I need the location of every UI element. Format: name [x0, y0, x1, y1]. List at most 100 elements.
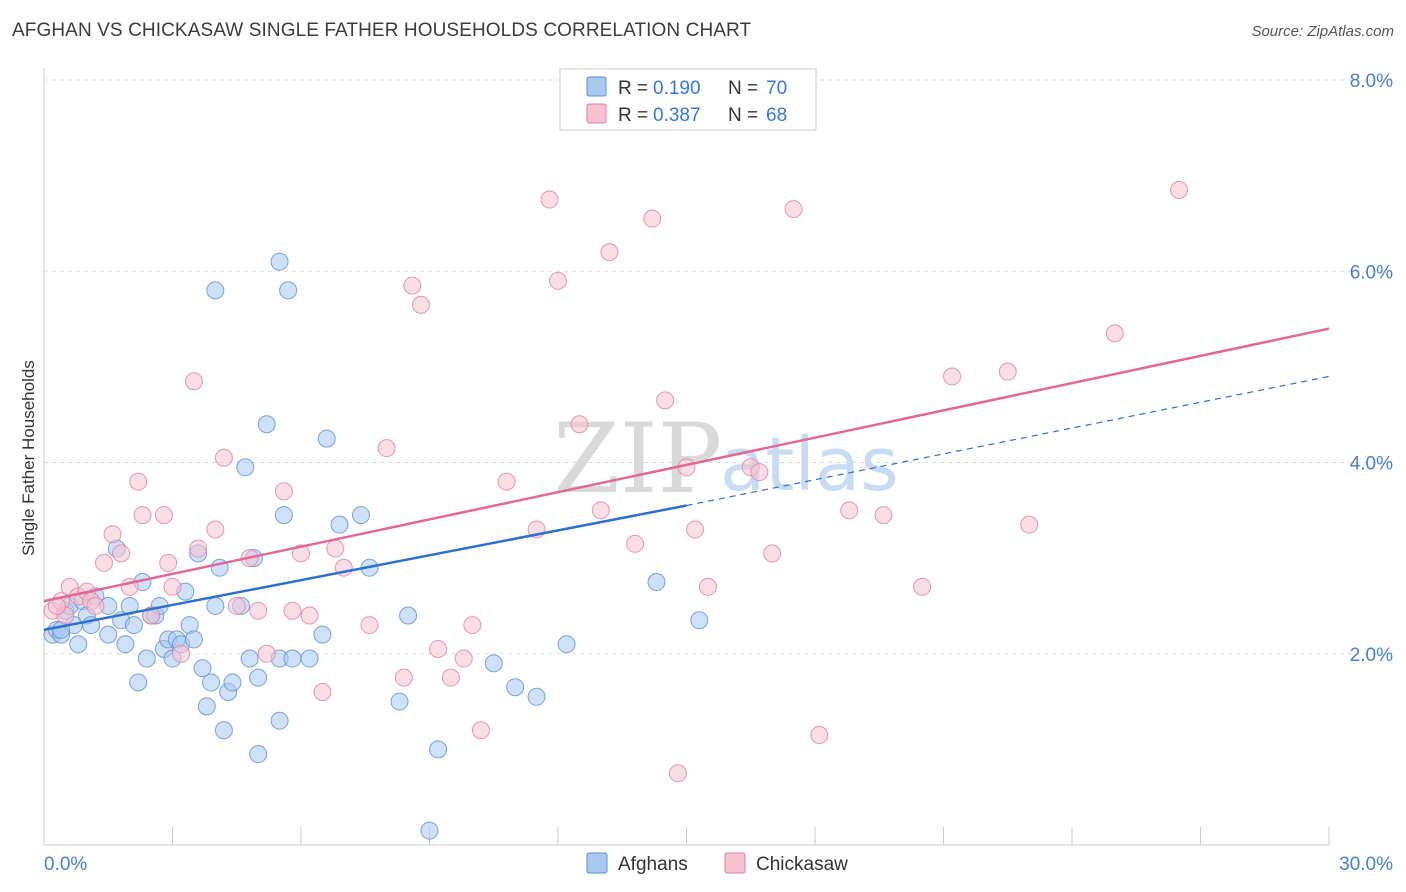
chickasaw-point-67 [998, 362, 1017, 381]
chickasaw-points [43, 180, 1189, 783]
chickasaw-point-53 [656, 391, 675, 410]
chickasaw-point-47 [549, 271, 567, 290]
afghans-point-46 [249, 668, 268, 687]
chickasaw-point-41 [454, 649, 473, 668]
chickasaw-point-31 [313, 683, 332, 701]
y-tick-label-3: 8.0% [1350, 71, 1393, 92]
chickasaw-point-34 [360, 616, 379, 635]
chickasaw-point-39 [429, 639, 448, 658]
chickasaw-point-23 [227, 596, 246, 615]
chickasaw-point-25 [249, 601, 268, 620]
afghans-point-61 [399, 606, 418, 625]
chickasaw-point-64 [874, 506, 893, 525]
chickasaw-point-66 [943, 367, 962, 386]
chickasaw-point-69 [1105, 324, 1124, 343]
chickasaw-point-20 [189, 539, 208, 558]
afghans-point-35 [197, 697, 216, 716]
chickasaw-point-32 [326, 539, 345, 558]
trend-lines [43, 327, 1330, 632]
chickasaw-point-54 [668, 764, 687, 783]
chickasaw-point-9 [103, 525, 122, 544]
afghans-point-32 [184, 630, 203, 649]
chickasaw-point-35 [377, 439, 396, 458]
afghans-point-13 [99, 625, 118, 644]
afghans-point-41 [223, 673, 242, 692]
chickasaw-point-50 [600, 243, 619, 262]
afghans-point-67 [557, 635, 576, 654]
afghans-point-63 [429, 740, 448, 759]
chickasaw-point-46 [540, 190, 559, 209]
chickasaw-point-57 [698, 577, 717, 596]
chickasaw-trend-line [43, 327, 1330, 603]
afghans-point-16 [116, 635, 135, 654]
chickasaw-point-59 [750, 463, 769, 482]
legend-n-label-afghans: N = [728, 78, 758, 99]
legend-n-value-afghans: 70 [766, 78, 787, 99]
bottom-legend-swatch-afghans [586, 852, 608, 874]
afghans-point-56 [317, 429, 336, 448]
afghans-point-70 [206, 281, 225, 300]
bottom-legend-label-chickasaw: Chickasaw [756, 854, 848, 875]
chickasaw-point-8 [94, 553, 113, 572]
afghans-point-53 [283, 649, 302, 668]
x-tick-max: 30.0% [1339, 854, 1393, 875]
chickasaw-point-37 [403, 276, 422, 295]
afghans-point-68 [647, 573, 666, 592]
afghans-point-48 [257, 415, 276, 434]
series-legend: Afghans Chickasaw [586, 852, 848, 875]
source-credit: Source: ZipAtlas.com [1251, 23, 1394, 40]
chickasaw-point-26 [257, 644, 276, 663]
afghans-point-19 [129, 673, 148, 692]
afghans-point-50 [270, 711, 289, 730]
chickasaw-point-65 [913, 577, 932, 596]
bottom-legend-swatch-chickasaw [724, 852, 746, 874]
chickasaw-point-22 [214, 448, 233, 467]
afghans-point-65 [506, 678, 525, 697]
afghans-point-64 [484, 654, 503, 673]
chickasaw-point-42 [463, 616, 482, 635]
y-axis-label: Single Father Households [19, 360, 38, 556]
y-tick-label-2: 6.0% [1350, 262, 1393, 283]
y-tick-label-1: 4.0% [1350, 454, 1393, 475]
chickasaw-point-48 [570, 415, 589, 434]
legend-swatch-afghans [586, 76, 607, 97]
chickasaw-point-44 [497, 472, 516, 491]
legend-r-label-chickasaw: R = [618, 105, 648, 126]
afghans-point-36 [202, 673, 221, 692]
chickasaw-point-38 [411, 295, 430, 314]
afghans-point-66 [527, 687, 546, 706]
afghans-point-21 [137, 649, 156, 668]
afghans-point-60 [390, 692, 409, 711]
chickasaw-point-16 [159, 553, 178, 572]
chickasaw-point-17 [163, 577, 182, 596]
afghans-point-44 [240, 649, 259, 668]
afghans-point-52 [279, 281, 298, 300]
chickasaw-point-15 [154, 506, 173, 525]
chickasaw-point-12 [129, 472, 148, 491]
afghans-point-58 [351, 506, 370, 525]
chickasaw-point-60 [763, 544, 782, 563]
afghans-points [43, 252, 709, 840]
chickasaw-point-29 [292, 544, 310, 563]
afghans-point-6 [69, 635, 88, 654]
chickasaw-point-27 [274, 482, 293, 501]
y-tick-labels: 2.0% 4.0% 6.0% 8.0% [1350, 71, 1393, 666]
chickasaw-point-19 [184, 372, 203, 391]
chickasaw-point-49 [591, 501, 610, 520]
chickasaw-point-40 [441, 668, 460, 687]
chickasaw-point-70 [1170, 180, 1189, 199]
legend-n-label-chickasaw: N = [728, 105, 758, 126]
chickasaw-point-56 [686, 520, 705, 539]
legend-r-label-afghans: R = [618, 78, 648, 99]
chickasaw-point-62 [810, 726, 829, 745]
chickasaw-point-14 [142, 606, 161, 625]
afghans-point-55 [313, 625, 332, 644]
afghans-point-47 [249, 745, 268, 764]
afghans-trend-line [43, 504, 687, 632]
chickasaw-point-13 [133, 506, 152, 525]
chickasaw-point-61 [784, 200, 803, 219]
legend-r-value-chickasaw: 0.387 [653, 105, 701, 126]
x-tick-min: 0.0% [44, 854, 87, 875]
legend-r-value-afghans: 0.190 [653, 78, 701, 99]
